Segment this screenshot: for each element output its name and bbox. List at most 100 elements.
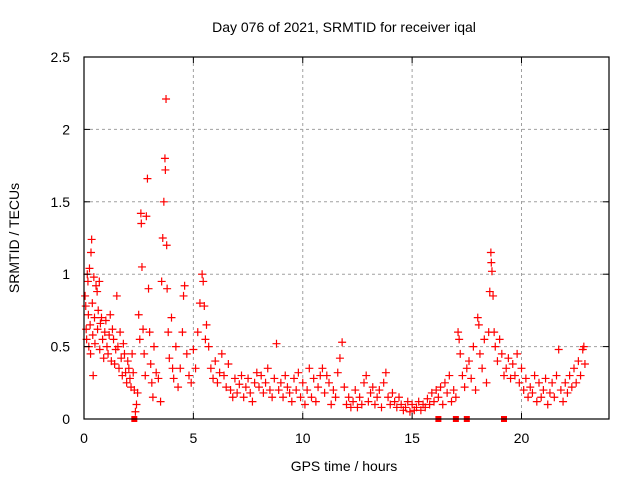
plus-marker: [556, 386, 565, 395]
x-axis-label: GPS time / hours: [291, 458, 398, 474]
y-axis-label: SRMTID / TECUs: [6, 183, 22, 293]
plus-marker: [462, 364, 471, 373]
plus-marker: [137, 219, 146, 228]
plus-marker: [85, 264, 94, 273]
plus-marker: [342, 400, 351, 409]
plus-marker: [97, 313, 106, 322]
plus-marker: [285, 388, 294, 397]
plus-marker: [314, 383, 323, 392]
plus-marker: [517, 364, 526, 373]
plus-marker: [480, 335, 489, 344]
plus-marker: [530, 371, 539, 380]
x-tick-label: 5: [189, 430, 197, 446]
plus-marker: [191, 364, 200, 373]
plus-marker: [580, 359, 589, 368]
plus-marker: [179, 291, 188, 300]
plus-marker: [515, 378, 524, 387]
plus-marker: [204, 342, 213, 351]
plus-marker: [259, 388, 268, 397]
plus-marker: [504, 354, 513, 363]
plus-marker: [486, 248, 495, 257]
plus-marker: [150, 342, 158, 351]
plus-marker: [485, 287, 494, 296]
plus-marker: [228, 393, 237, 402]
plus-marker: [430, 397, 438, 406]
plus-marker: [475, 349, 484, 358]
plus-marker: [349, 397, 358, 406]
plus-marker: [250, 378, 259, 387]
plus-marker: [423, 394, 432, 403]
plus-marker: [487, 267, 496, 276]
plus-marker: [579, 342, 588, 351]
plus-marker: [270, 374, 279, 383]
plus-marker: [397, 400, 406, 409]
plus-marker: [451, 393, 460, 402]
plus-marker: [171, 342, 180, 351]
plus-marker: [206, 364, 215, 373]
y-tick-label: 2.5: [51, 49, 71, 65]
plus-marker: [187, 378, 196, 387]
plus-marker: [412, 403, 421, 412]
plus-marker: [215, 368, 224, 377]
plus-marker: [116, 328, 125, 337]
plus-marker: [458, 371, 467, 380]
plus-marker: [122, 378, 131, 387]
plus-marker: [565, 371, 574, 380]
plus-marker: [86, 320, 95, 329]
plus-marker: [373, 393, 382, 402]
plus-marker: [436, 383, 445, 392]
plus-marker: [99, 354, 108, 363]
plus-marker: [211, 357, 220, 366]
plus-marker: [432, 386, 441, 395]
plus-marker: [377, 403, 386, 412]
plus-marker: [296, 393, 305, 402]
plus-marker: [502, 364, 511, 373]
plus-marker: [81, 291, 90, 300]
plus-marker: [338, 338, 347, 347]
y-tick-label: 0: [62, 411, 70, 427]
plus-marker: [169, 374, 178, 383]
plus-marker: [445, 371, 454, 380]
plus-marker: [447, 397, 456, 406]
plus-marker: [261, 378, 270, 387]
plus-marker: [500, 371, 508, 380]
plus-marker: [95, 345, 104, 354]
plus-marker: [252, 368, 261, 377]
plus-marker: [416, 406, 425, 415]
plus-marker: [368, 383, 377, 392]
plus-marker: [94, 306, 103, 315]
plus-marker: [104, 349, 113, 358]
plus-marker: [90, 313, 99, 322]
plus-marker: [142, 212, 151, 221]
plus-marker: [108, 325, 117, 334]
plus-marker: [355, 393, 364, 402]
plus-marker: [255, 383, 263, 392]
plus-marker: [161, 165, 170, 174]
plus-marker: [456, 349, 465, 358]
x-tick-label: 15: [404, 430, 420, 446]
plus-marker: [535, 378, 543, 387]
plus-marker: [120, 349, 129, 358]
plus-marker: [532, 397, 541, 406]
plus-marker: [379, 378, 388, 387]
plus-marker: [89, 273, 98, 282]
plus-marker: [454, 328, 463, 337]
plus-marker: [465, 357, 473, 366]
plus-marker: [176, 364, 185, 373]
plus-marker: [408, 400, 417, 409]
plus-marker: [351, 386, 360, 395]
plus-marker: [570, 364, 578, 373]
plus-marker: [102, 342, 111, 351]
plus-marker: [366, 388, 375, 397]
plus-marker: [384, 393, 393, 402]
plus-marker: [497, 349, 506, 358]
plus-marker: [478, 364, 487, 373]
plus-marker: [125, 374, 134, 383]
plus-marker: [449, 386, 458, 395]
plus-marker: [563, 388, 572, 397]
plus-marker: [128, 349, 137, 358]
plus-marker: [201, 335, 210, 344]
data-points: [81, 94, 589, 422]
plus-marker: [320, 388, 329, 397]
